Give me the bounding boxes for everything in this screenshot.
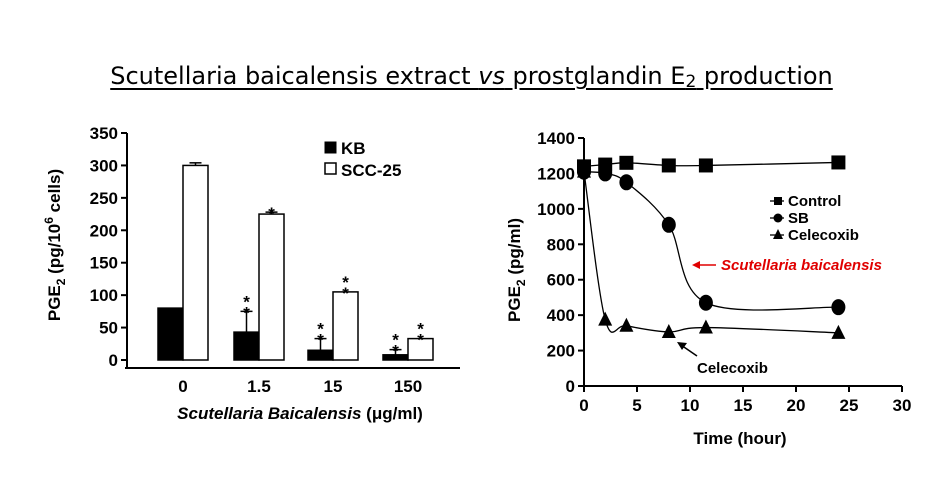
x-tick-label: 15 [734, 396, 753, 415]
annotation-scutellaria: Scutellaria baicalensis [721, 257, 882, 274]
legend-label-kb: KB [341, 139, 366, 158]
legend-marker-sb [773, 213, 783, 223]
title-part2: prostglandin E [504, 62, 686, 90]
significance-marker: * [392, 342, 399, 361]
annotation-arrowhead-sb [692, 261, 700, 269]
y-tick-label: 200 [547, 342, 575, 361]
y-tick-label: 250 [90, 189, 118, 208]
significance-marker: * [342, 273, 349, 292]
significance-marker: * [392, 331, 399, 350]
legend-label-control: Control [788, 193, 841, 210]
line-chart: 0 200 400 600 800 1000 1200 1400 0 5 10 15 20 25 30 Con… [505, 129, 911, 448]
significance-marker: * [342, 284, 349, 303]
y-tick-label: 1400 [537, 129, 575, 148]
point-celecoxib [577, 163, 591, 178]
point-sb [598, 165, 613, 182]
legend-marker-celecoxib [773, 229, 783, 239]
title-part3: production [696, 62, 833, 90]
y-tick-label: 200 [90, 221, 118, 240]
bar-scc-25-0 [182, 164, 209, 361]
x-tick-label: 25 [840, 396, 859, 415]
y-tick-label: 600 [547, 271, 575, 290]
title-part1: Scutellaria baicalensis extract [110, 62, 479, 90]
point-sb [698, 294, 713, 311]
legend-label-sb: SB [788, 210, 809, 227]
bar-kb-15 [307, 349, 334, 361]
y-tick-label: 400 [547, 306, 575, 325]
bar-scc-25-1.5 [258, 213, 285, 361]
annotation-arrowhead-celecoxib [677, 342, 687, 350]
significance-marker: * [268, 204, 275, 223]
y-axis-label: PGE2 (pg/106 cells) [42, 169, 68, 321]
y-axis-label: PGE2 (pg/ml) [505, 218, 528, 322]
bar-scc-25-15 [332, 291, 359, 361]
point-celecoxib [619, 317, 634, 332]
x-tick-label: 0 [579, 396, 588, 415]
point-sb [831, 299, 846, 316]
x-axis-label: Scutellaria Baicalensis (μg/ml) [177, 404, 423, 423]
x-tick-label: 5 [632, 396, 641, 415]
legend-swatch-scc25 [324, 162, 337, 175]
y-tick-label: 0 [109, 351, 118, 370]
y-tick-label: 300 [90, 156, 118, 175]
point-celecoxib [661, 323, 676, 338]
x-tick-label: 20 [787, 396, 806, 415]
point-control [831, 155, 846, 170]
legend-label-scc25: SCC-25 [341, 161, 401, 180]
y-tick-label: 1000 [537, 200, 575, 219]
annotation-celecoxib: Celecoxib [697, 360, 768, 377]
legend-marker-control [774, 197, 782, 205]
title-sub: 2 [685, 72, 697, 92]
point-control [698, 158, 713, 173]
significance-marker: * [243, 292, 250, 311]
significance-marker: * [243, 303, 250, 322]
title-vs: vs [478, 62, 505, 90]
legend-swatch-kb [324, 141, 337, 154]
x-tick-label: 1.5 [247, 377, 271, 396]
point-control [661, 158, 676, 173]
x-tick-label: 30 [893, 396, 912, 415]
slide-title: Scutellaria baicalensis extract vs prost… [0, 62, 943, 92]
point-sb [619, 174, 634, 191]
bar-kb-0 [157, 307, 184, 361]
significance-marker: * [417, 320, 424, 339]
y-tick-label: 1200 [537, 164, 575, 183]
point-celecoxib [598, 311, 613, 326]
significance-marker: * [317, 331, 324, 350]
point-sb [661, 216, 676, 233]
bar-kb-1.5 [233, 331, 260, 361]
significance-marker: * [317, 320, 324, 339]
x-tick-label: 0 [178, 377, 187, 396]
bar-scc-25-150 [407, 337, 434, 361]
point-celecoxib [831, 324, 846, 339]
x-tick-label: 150 [394, 377, 422, 396]
x-tick-label: 10 [681, 396, 700, 415]
y-tick-label: 350 [90, 124, 118, 143]
legend-label-celecoxib: Celecoxib [788, 227, 859, 244]
y-tick-label: 0 [566, 377, 575, 396]
point-control [619, 155, 634, 170]
x-tick-label: 15 [324, 377, 343, 396]
y-tick-label: 800 [547, 235, 575, 254]
significance-marker: * [417, 331, 424, 350]
x-axis-label: Time (hour) [693, 429, 786, 448]
y-tick-label: 50 [99, 319, 118, 338]
y-tick-label: 150 [90, 254, 118, 273]
series-line-celecoxib [583, 171, 839, 334]
y-tick-label: 100 [90, 286, 118, 305]
point-celecoxib [698, 319, 713, 334]
